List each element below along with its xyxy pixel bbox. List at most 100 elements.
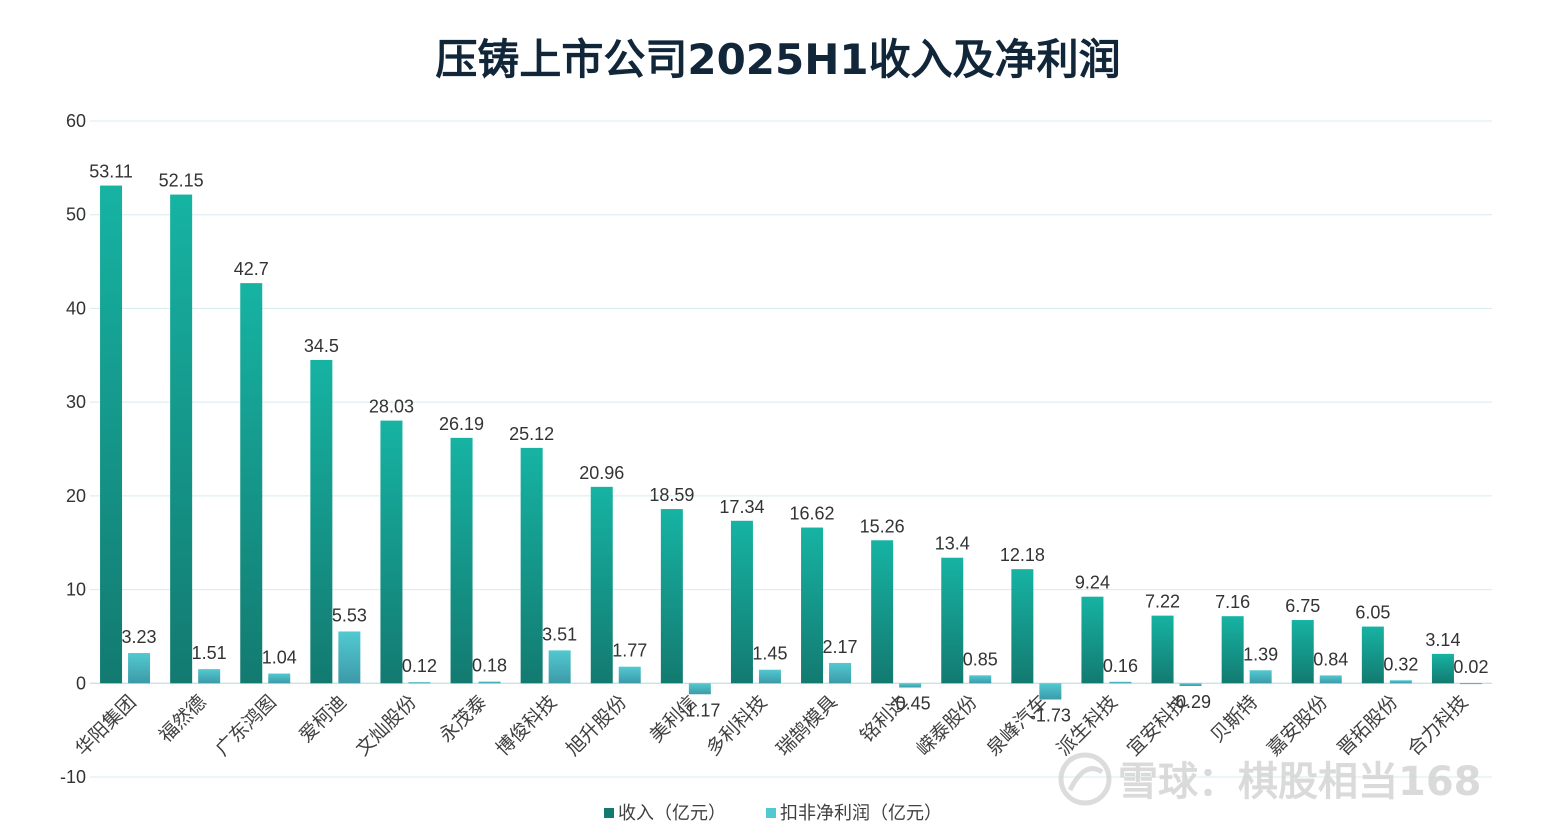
data-labels: 53.11 3.23 52.15 1.51 42.7 1.04 34.5 5.53 28.03 0… [89, 162, 1488, 726]
y-tick-label: 20 [66, 486, 86, 506]
profit-value-label: 0.84 [1313, 649, 1348, 669]
snowball-logo-icon [1058, 752, 1112, 806]
category-label: 永茂泰 [435, 691, 491, 747]
revenue-bar [310, 359, 333, 684]
y-tick-label: 60 [66, 111, 86, 131]
category-label: 旭升股份 [562, 691, 631, 760]
category-label: 广东鸿图 [211, 691, 280, 760]
profit-bar [198, 669, 221, 684]
profit-value-label: 1.39 [1243, 644, 1278, 664]
category-label: 嘉安股份 [1263, 691, 1332, 760]
revenue-bar [380, 420, 403, 684]
y-axis: 60 50 40 30 20 10 0 -10 [60, 111, 86, 787]
category-label: 贝斯特 [1206, 691, 1262, 747]
revenue-value-label: 3.14 [1425, 630, 1460, 650]
profit-bar [548, 650, 571, 684]
profit-bar [899, 683, 922, 688]
y-tick-label: 50 [66, 205, 86, 225]
profit-bar [128, 653, 151, 684]
profit-bar [1179, 683, 1202, 687]
profit-value-label: -0.29 [1170, 692, 1211, 712]
profit-value-label: 0.85 [963, 649, 998, 669]
revenue-value-label: 13.4 [935, 534, 970, 554]
revenue-value-label: 25.12 [509, 424, 554, 444]
profit-bar [478, 681, 501, 684]
profit-value-label: 0.02 [1453, 657, 1488, 677]
revenue-bar [170, 194, 193, 684]
profit-value-label: 0.18 [472, 656, 507, 676]
revenue-bar [1431, 653, 1454, 684]
gridlines [90, 120, 1492, 778]
revenue-bar [1011, 569, 1034, 684]
revenue-value-label: 9.24 [1075, 573, 1110, 593]
profit-value-label: -1.17 [679, 700, 720, 720]
profit-bar [969, 675, 992, 684]
y-tick-label: 0 [76, 673, 86, 693]
category-label: 合力科技 [1403, 691, 1472, 760]
revenue-value-label: 42.7 [234, 259, 269, 279]
revenue-bar [730, 520, 753, 684]
category-label: 宜安科技 [1123, 691, 1192, 760]
profit-value-label: 0.16 [1103, 656, 1138, 676]
profit-bar [1249, 670, 1272, 684]
legend-label-profit: 扣非净利润（亿元） [780, 803, 942, 824]
profit-value-label: 1.04 [262, 648, 297, 668]
category-label: 派生科技 [1053, 691, 1122, 760]
revenue-value-label: 52.15 [159, 171, 204, 191]
legend: 收入（亿元） 扣非净利润（亿元） [604, 803, 942, 824]
revenue-bar [660, 509, 683, 684]
revenue-value-label: 28.03 [369, 397, 414, 417]
revenue-bar [590, 486, 613, 684]
profit-bar [1109, 681, 1132, 684]
revenue-value-label: 15.26 [860, 516, 905, 536]
y-tick-label: 10 [66, 580, 86, 600]
revenue-bar [520, 447, 543, 684]
revenue-bar [450, 437, 473, 684]
category-label: 泉峰汽车 [983, 691, 1052, 760]
x-axis: 华阳集团 福然德 广东鸿图 爱柯迪 文灿股份 永茂泰 博俊科技 旭升股份 美利信 多利科技 瑞鹄模具… [71, 691, 1472, 760]
revenue-value-label: 17.34 [719, 497, 764, 517]
profit-bar [758, 669, 781, 684]
revenue-value-label: 20.96 [579, 463, 624, 483]
revenue-value-label: 34.5 [304, 336, 339, 356]
revenue-value-label: 53.11 [89, 162, 133, 182]
profit-value-label: 0.12 [402, 656, 437, 676]
profit-bar [618, 666, 641, 684]
profit-bar [829, 662, 852, 684]
chart-title: 压铸上市公司2025H1收入及净利润 [435, 35, 1120, 84]
revenue-bar [871, 540, 894, 684]
category-label: 铭利达 [856, 691, 912, 747]
revenue-bar [1221, 616, 1244, 684]
revenue-value-label: 16.62 [790, 504, 835, 524]
profit-value-label: -1.73 [1030, 705, 1071, 725]
y-tick-label: 40 [66, 298, 86, 318]
revenue-bar [240, 283, 263, 684]
profit-bar [1459, 683, 1482, 685]
revenue-bar [100, 185, 123, 684]
profit-value-label: 5.53 [332, 605, 367, 625]
profit-value-label: 0.32 [1383, 654, 1418, 674]
profit-value-label: 3.23 [122, 627, 157, 647]
category-label: 博俊科技 [492, 691, 561, 760]
category-label: 晋拓股份 [1333, 691, 1402, 760]
watermark-text: 雪球：棋股相当168 [1118, 759, 1482, 805]
revenue-bar [801, 527, 824, 684]
profit-value-label: 1.51 [192, 643, 227, 663]
revenue-bar [941, 557, 964, 684]
profit-value-label: 3.51 [542, 624, 577, 644]
revenue-value-label: 6.05 [1355, 603, 1390, 623]
category-label: 瑞鹄模具 [772, 691, 841, 760]
revenue-value-label: 7.22 [1145, 592, 1180, 612]
revenue-bar [1361, 626, 1384, 684]
profit-value-label: -0.45 [890, 694, 931, 714]
profit-bar [1039, 683, 1062, 700]
profit-bar [688, 683, 711, 695]
watermark: 雪球：棋股相当168 [1058, 752, 1482, 806]
category-label: 爱柯迪 [295, 691, 351, 747]
revenue-value-label: 18.59 [649, 485, 694, 505]
revenue-bar [1081, 596, 1104, 684]
profit-bar [338, 631, 361, 684]
y-tick-label: -10 [60, 767, 86, 787]
y-tick-label: 30 [66, 392, 86, 412]
